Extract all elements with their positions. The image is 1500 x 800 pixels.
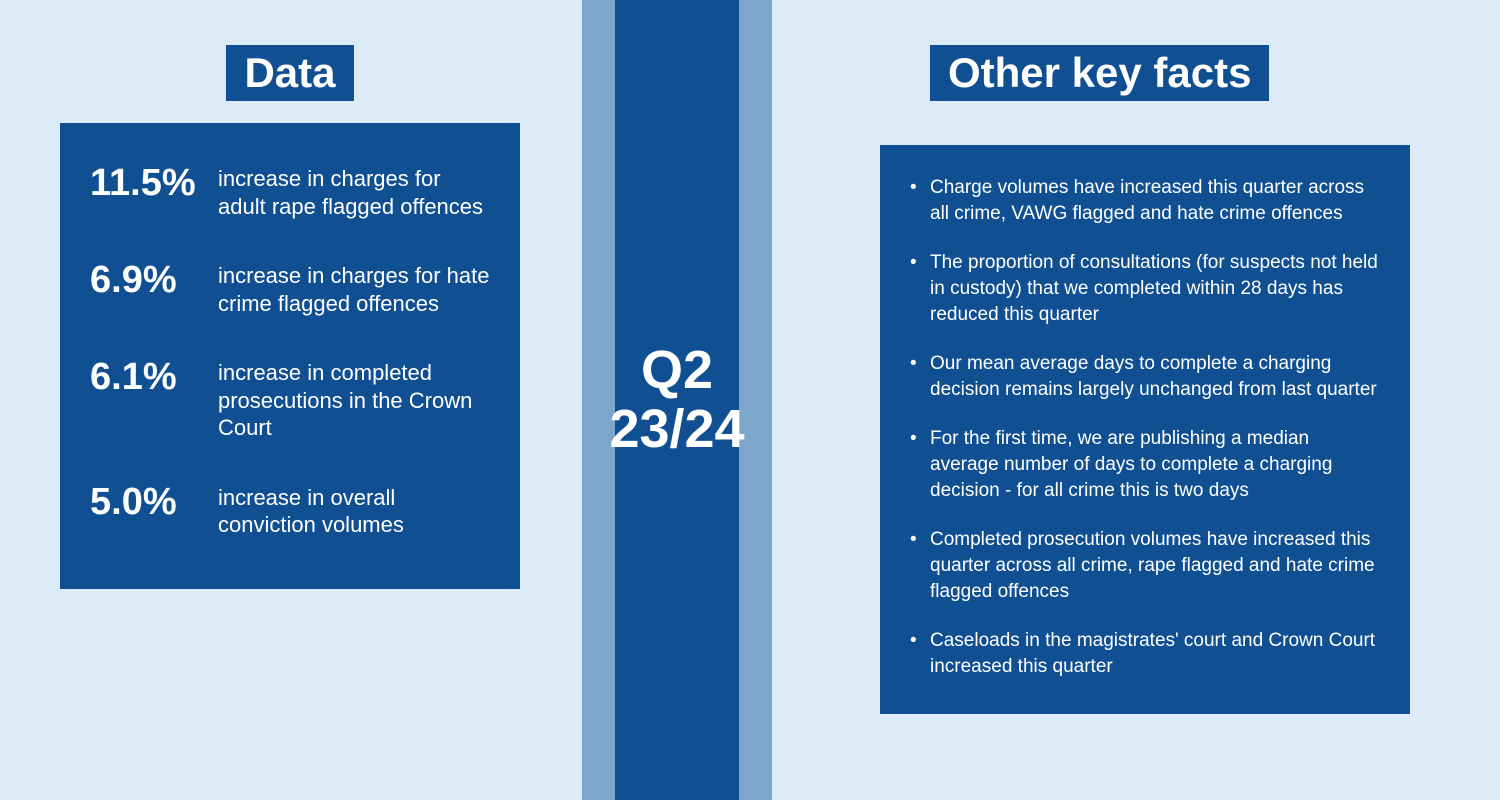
facts-box: Charge volumes have increased this quart… [880,145,1410,714]
fact-item: Our mean average days to complete a char… [910,351,1380,402]
stat-value: 5.0% [90,482,218,524]
facts-list: Charge volumes have increased this quart… [910,175,1380,680]
stat-row: 6.1% increase in completed prosecutions … [90,357,490,442]
stat-desc: increase in charges for hate crime flagg… [218,260,490,317]
center-divider-dark: Q2 23/24 [615,0,739,800]
stat-desc: increase in charges for adult rape flagg… [218,163,490,220]
data-heading: Data [226,45,353,101]
stat-value: 6.9% [90,260,218,302]
stat-desc: increase in completed prosecutions in th… [218,357,490,442]
fact-item: For the first time, we are publishing a … [910,426,1380,503]
fact-item: Completed prosecution volumes have incre… [910,527,1380,604]
right-panel: Other key facts Charge volumes have incr… [880,45,1440,714]
stat-value: 6.1% [90,357,218,399]
left-panel: Data 11.5% increase in charges for adult… [60,45,520,589]
stat-desc: increase in overall conviction volumes [218,482,490,539]
facts-heading: Other key facts [930,45,1269,101]
fact-item: Caseloads in the magistrates' court and … [910,628,1380,679]
stat-value: 11.5% [90,163,218,205]
stat-row: 6.9% increase in charges for hate crime … [90,260,490,317]
stat-row: 5.0% increase in overall conviction volu… [90,482,490,539]
quarter-label-line2: 23/24 [609,400,744,459]
fact-item: The proportion of consultations (for sus… [910,250,1380,327]
data-stats-box: 11.5% increase in charges for adult rape… [60,123,520,589]
fact-item: Charge volumes have increased this quart… [910,175,1380,226]
stat-row: 11.5% increase in charges for adult rape… [90,163,490,220]
quarter-label-line1: Q2 [641,341,713,400]
